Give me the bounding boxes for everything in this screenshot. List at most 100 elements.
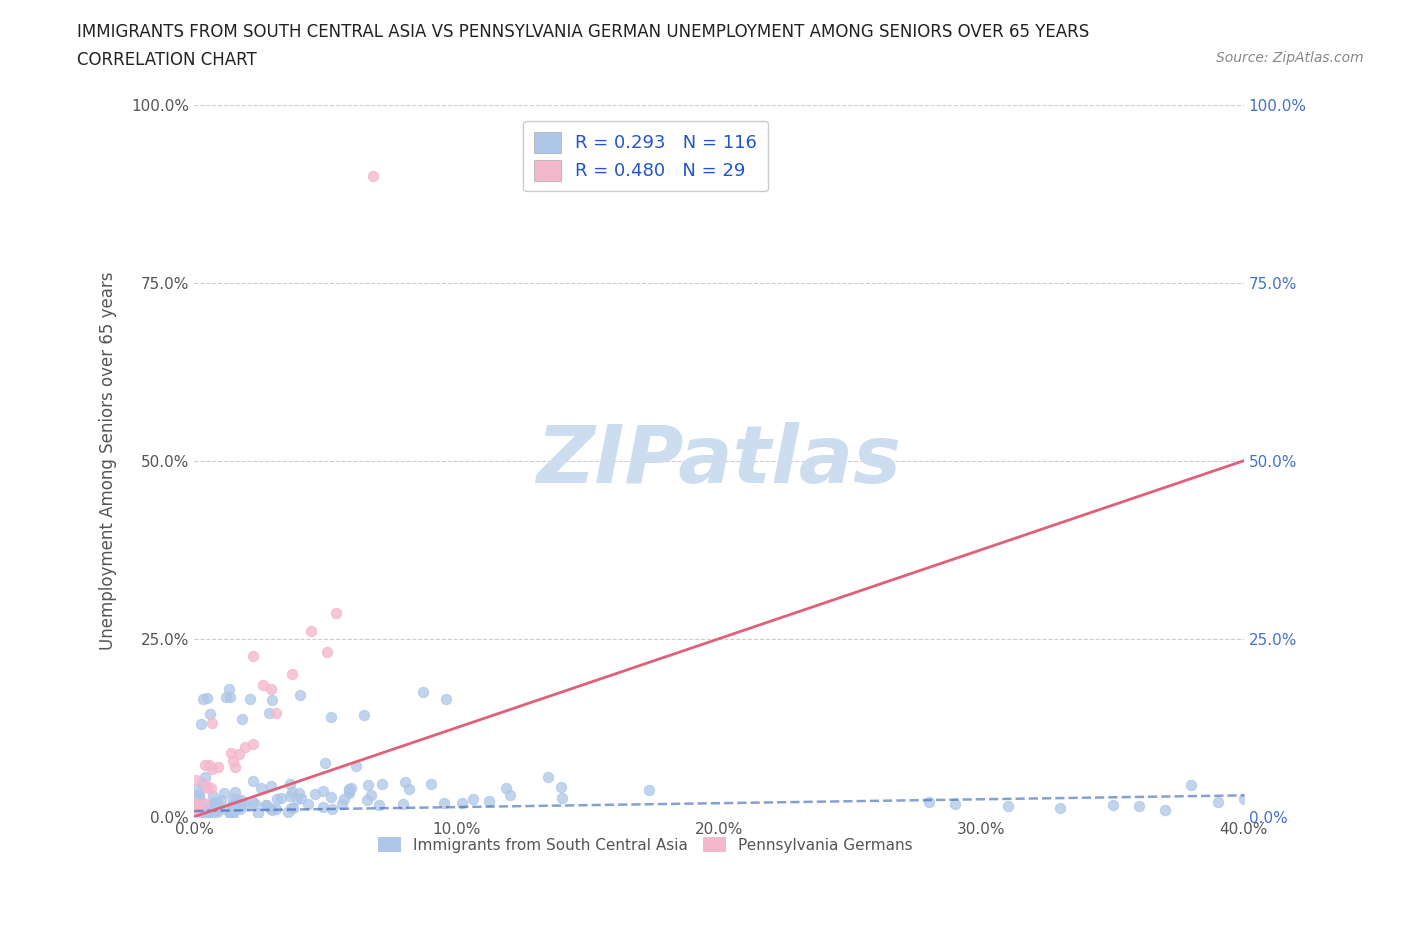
Point (208, 801, 231, 816)
Point (330, 796, 353, 811)
Point (1101, 797, 1123, 812)
Point (222, 806, 245, 821)
Point (257, 706, 280, 721)
Point (361, 168, 384, 183)
Point (638, 782, 661, 797)
Point (551, 790, 574, 805)
Point (194, 777, 217, 792)
Point (225, 791, 247, 806)
Point (190, 794, 212, 809)
Point (337, 784, 360, 799)
Point (228, 747, 250, 762)
Point (201, 789, 224, 804)
Point (229, 802, 252, 817)
Point (537, 770, 560, 785)
Point (231, 711, 253, 726)
Point (207, 760, 229, 775)
Point (243, 797, 266, 812)
Point (461, 791, 484, 806)
Point (217, 803, 239, 817)
Point (204, 794, 226, 809)
Point (188, 787, 211, 802)
Point (205, 794, 228, 809)
Point (281, 785, 304, 800)
Point (433, 795, 456, 810)
Point (224, 802, 246, 817)
Point (214, 689, 236, 704)
Point (495, 780, 517, 795)
Point (262, 693, 284, 708)
Point (219, 806, 242, 821)
Point (316, 644, 339, 659)
Point (398, 782, 420, 797)
Point (218, 682, 240, 697)
Point (201, 803, 224, 817)
Point (368, 797, 391, 812)
Point (198, 758, 221, 773)
Point (204, 803, 226, 817)
Point (201, 796, 224, 811)
Point (333, 792, 356, 807)
Point (204, 803, 226, 817)
Point (278, 777, 301, 791)
Text: IMMIGRANTS FROM SOUTH CENTRAL ASIA VS PENNSYLVANIA GERMAN UNEMPLOYMENT AMONG SEN: IMMIGRANTS FROM SOUTH CENTRAL ASIA VS PE… (77, 23, 1090, 41)
Point (184, 772, 207, 787)
Point (184, 804, 207, 818)
Point (321, 802, 343, 817)
Legend: Immigrants from South Central Asia, Pennsylvania Germans: Immigrants from South Central Asia, Penn… (371, 830, 920, 859)
Point (360, 788, 382, 803)
Point (187, 781, 209, 796)
Point (252, 678, 274, 693)
Point (266, 792, 288, 807)
Point (186, 804, 208, 818)
Point (283, 801, 305, 816)
Point (290, 687, 312, 702)
Point (943, 796, 966, 811)
Point (195, 691, 218, 706)
Point (221, 804, 243, 819)
Point (250, 780, 273, 795)
Point (1128, 799, 1150, 814)
Point (219, 689, 242, 704)
Point (242, 737, 264, 751)
Point (200, 762, 222, 777)
Point (918, 795, 941, 810)
Point (1206, 795, 1229, 810)
Point (297, 796, 319, 811)
Point (288, 786, 311, 801)
Point (1154, 803, 1177, 817)
Point (270, 790, 292, 805)
Point (344, 759, 367, 774)
Point (221, 797, 243, 812)
Point (356, 792, 378, 807)
Point (224, 760, 246, 775)
Point (370, 777, 392, 791)
Point (997, 799, 1019, 814)
Y-axis label: Unemployment Among Seniors over 65 years: Unemployment Among Seniors over 65 years (100, 272, 117, 650)
Point (285, 791, 308, 806)
Point (190, 716, 212, 731)
Point (193, 795, 215, 810)
Point (254, 798, 277, 813)
Point (242, 794, 264, 809)
Point (259, 801, 281, 816)
Point (224, 784, 246, 799)
Point (186, 801, 208, 816)
Point (194, 770, 217, 785)
Point (191, 776, 214, 790)
Point (238, 692, 260, 707)
Point (222, 800, 245, 815)
Point (200, 780, 222, 795)
Point (198, 807, 221, 822)
Text: Source: ZipAtlas.com: Source: ZipAtlas.com (1216, 51, 1364, 65)
Point (242, 649, 264, 664)
Point (209, 792, 232, 807)
Point (186, 797, 208, 812)
Point (219, 746, 242, 761)
Point (235, 798, 257, 813)
Point (325, 606, 347, 621)
Point (304, 787, 326, 802)
Point (281, 667, 304, 682)
Point (260, 803, 283, 817)
Point (353, 708, 375, 723)
